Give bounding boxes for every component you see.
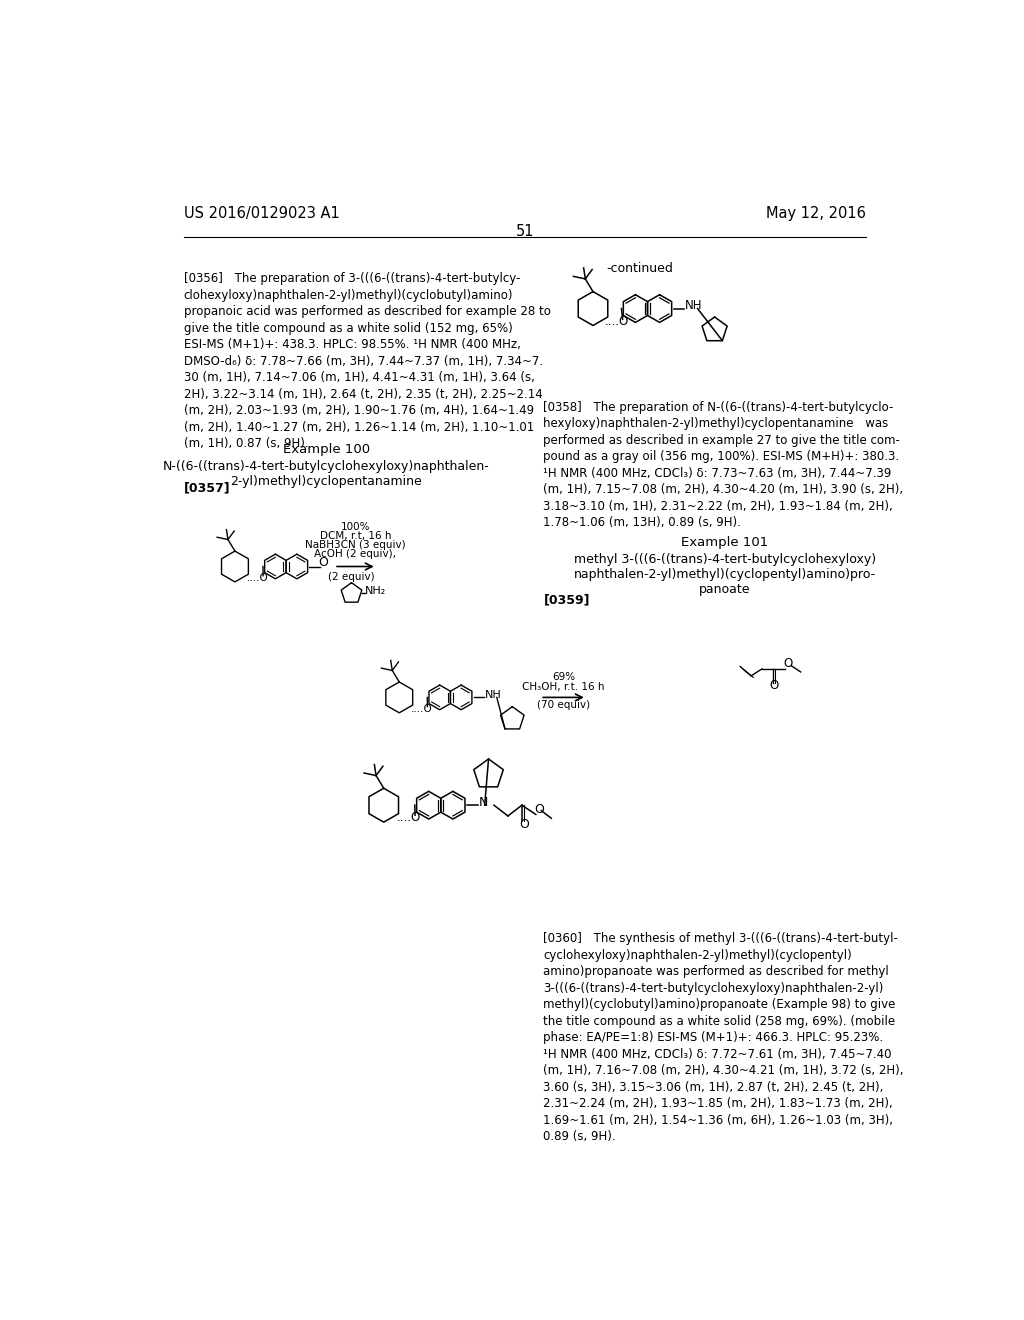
Text: ....O: ....O xyxy=(397,812,421,825)
Text: N-((6-((trans)-4-tert-butylcyclohexyloxy)naphthalen-
2-yl)methyl)cyclopentanamin: N-((6-((trans)-4-tert-butylcyclohexyloxy… xyxy=(163,461,489,488)
Text: [0358] The preparation of N-((6-((trans)-4-tert-butylcyclo-
hexyloxy)naphthalen-: [0358] The preparation of N-((6-((trans)… xyxy=(544,401,903,529)
Text: NaBH3CN (3 equiv): NaBH3CN (3 equiv) xyxy=(305,540,406,550)
Text: ....O: ....O xyxy=(247,573,268,583)
Text: 51: 51 xyxy=(515,224,535,239)
Text: Example 100: Example 100 xyxy=(283,444,370,457)
Text: ....O: ....O xyxy=(411,704,433,714)
Text: -continued: -continued xyxy=(606,263,673,276)
Text: AcOH (2 equiv),: AcOH (2 equiv), xyxy=(314,549,396,560)
Text: O: O xyxy=(535,803,544,816)
Text: ....O: ....O xyxy=(605,314,630,327)
Text: [0357]: [0357] xyxy=(183,482,230,495)
Text: CH₃OH, r.t. 16 h: CH₃OH, r.t. 16 h xyxy=(522,681,605,692)
Text: 69%: 69% xyxy=(552,672,575,682)
Text: [0359]: [0359] xyxy=(544,594,590,606)
Text: N: N xyxy=(478,796,487,809)
Text: 100%: 100% xyxy=(341,521,370,532)
Text: May 12, 2016: May 12, 2016 xyxy=(766,206,866,222)
Text: DCM, r.t, 16 h: DCM, r.t, 16 h xyxy=(319,531,391,541)
Text: US 2016/0129023 A1: US 2016/0129023 A1 xyxy=(183,206,340,222)
Text: methyl 3-(((6-((trans)-4-tert-butylcyclohexyloxy)
naphthalen-2-yl)methyl)(cyclop: methyl 3-(((6-((trans)-4-tert-butylcyclo… xyxy=(573,553,876,595)
Text: NH₂: NH₂ xyxy=(365,586,386,597)
Text: O: O xyxy=(318,556,329,569)
Text: O: O xyxy=(783,657,793,671)
Text: [0360] The synthesis of methyl 3-(((6-((trans)-4-tert-butyl-
cyclohexyloxy)napht: [0360] The synthesis of methyl 3-(((6-((… xyxy=(544,932,904,1143)
Text: (70 equiv): (70 equiv) xyxy=(537,700,590,710)
Text: [0356] The preparation of 3-(((6-((trans)-4-tert-butylcy-
clohexyloxy)naphthalen: [0356] The preparation of 3-(((6-((trans… xyxy=(183,272,551,450)
Text: O: O xyxy=(770,678,779,692)
Text: (2 equiv): (2 equiv) xyxy=(328,573,375,582)
Text: O: O xyxy=(519,817,528,830)
Text: NH: NH xyxy=(485,690,502,700)
Text: NH: NH xyxy=(685,300,702,313)
Text: Example 101: Example 101 xyxy=(681,536,768,549)
